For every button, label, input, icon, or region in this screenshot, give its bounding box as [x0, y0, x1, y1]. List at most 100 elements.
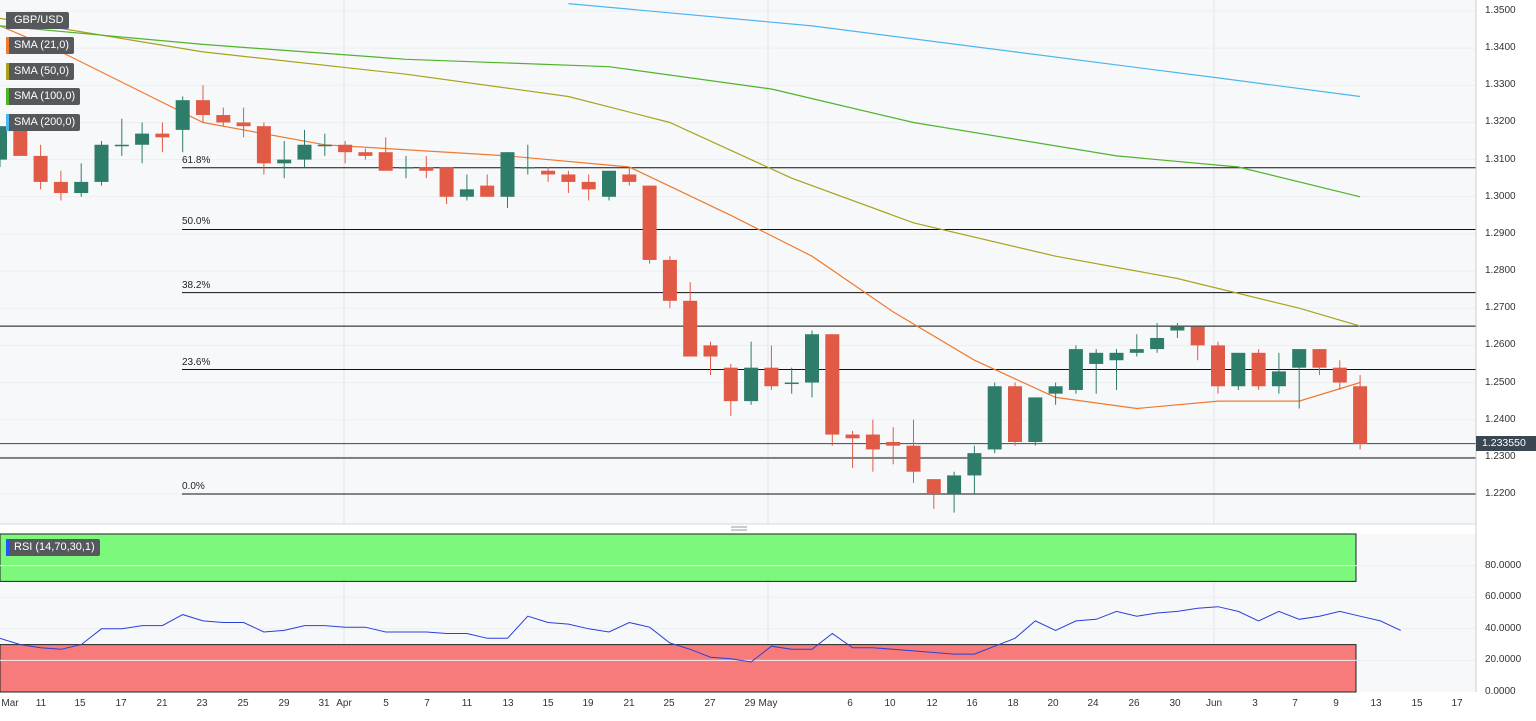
candle-bull [0, 126, 7, 160]
price-tick-label: 1.2600 [1485, 339, 1516, 351]
legend-sma-50[interactable]: SMA (50,0) [6, 63, 75, 80]
price-tick-label: 1.2700 [1485, 302, 1516, 314]
candle-bear [1190, 326, 1205, 346]
time-tick-label: 17 [1451, 698, 1463, 709]
time-tick-label: 24 [1087, 698, 1099, 709]
price-tick-label: 1.2300 [1485, 450, 1516, 462]
time-tick-label: 15 [1411, 698, 1423, 709]
time-tick-label: 10 [884, 698, 896, 709]
candle-bull [114, 144, 129, 147]
candle-bull [1129, 349, 1144, 353]
candle-bull [1231, 352, 1246, 387]
candle-bear [338, 144, 353, 153]
candle-bear [1008, 386, 1022, 442]
candle-bear [886, 441, 901, 446]
candle-bear [561, 174, 576, 182]
candles [0, 85, 1368, 513]
legend-sma-100-label: SMA (100,0) [14, 90, 76, 102]
time-tick-label: 7 [424, 698, 430, 709]
candle-bull [1170, 326, 1185, 331]
symbol-swatch [6, 12, 9, 29]
candle-bull [1048, 386, 1063, 394]
fib-level-label: 23.6% [182, 356, 211, 368]
time-tick-label: 5 [383, 698, 389, 709]
candle-bear [33, 155, 48, 182]
candle-bear [906, 445, 921, 472]
candle-bull [967, 453, 982, 476]
sma-100-swatch [6, 88, 9, 105]
legend-sma-21[interactable]: SMA (21,0) [6, 37, 75, 54]
candle-bull [744, 367, 759, 402]
candle-bear [865, 434, 880, 450]
price-tick-label: 1.2900 [1485, 227, 1516, 239]
candle-bear [358, 152, 373, 156]
candle-bear [439, 167, 454, 197]
candle-bull [805, 334, 819, 383]
time-tick-label: 21 [623, 698, 635, 709]
time-tick-label: 25 [237, 698, 249, 709]
fib-level-label: 61.8% [182, 154, 211, 166]
candle-bull [987, 386, 1002, 450]
time-tick-label: 3 [1252, 698, 1258, 709]
candle-bull [1109, 352, 1124, 361]
price-tick-label: 1.2800 [1485, 265, 1516, 277]
candle-bull [399, 167, 413, 169]
time-tick-label: 9 [1333, 698, 1339, 709]
legend-sma-50-label: SMA (50,0) [14, 65, 70, 77]
price-tick-label: 1.2500 [1485, 376, 1516, 388]
fib-level-label: 0.0% [182, 481, 205, 492]
time-tick-label: 16 [966, 698, 978, 709]
candle-bear [541, 170, 556, 175]
candle-bear [1312, 349, 1327, 368]
candle-bull [784, 382, 799, 385]
price-tick-label: 1.3100 [1485, 153, 1516, 165]
fib-level-label: 38.2% [182, 279, 211, 291]
price-tick-label: 1.3400 [1485, 42, 1516, 54]
time-tick-label: 13 [502, 698, 514, 709]
legend-sma-200-label: SMA (200,0) [14, 116, 76, 128]
price-tick-label: 1.2200 [1485, 488, 1516, 499]
price-tick-label: 1.3200 [1485, 116, 1516, 128]
candle-bear [825, 334, 840, 435]
sma-21-swatch [6, 37, 9, 54]
rsi-overbought-zone [0, 533, 1357, 582]
candle-bear [419, 167, 434, 171]
candle-bear [703, 345, 718, 357]
candle-bear [196, 100, 210, 116]
candle-bull [1150, 337, 1165, 350]
candle-bear [155, 133, 170, 138]
time-tick-label: 20 [1047, 698, 1059, 709]
candle-bull [520, 167, 535, 169]
candle-bear [926, 479, 941, 494]
time-tick-label: 26 [1128, 698, 1140, 709]
candle-bull [1028, 397, 1043, 442]
rsi-tick-label: 60.0000 [1485, 591, 1522, 603]
candle-bull [74, 181, 89, 194]
candle-bear [764, 367, 779, 387]
sma-line-500 [0, 17, 1361, 327]
price-tick-label: 1.3300 [1485, 79, 1516, 91]
rsi-tick-label: 0.0000 [1485, 686, 1516, 697]
candle-bull [459, 189, 474, 197]
candle-bull [1068, 349, 1083, 390]
rsi-tick-label: 40.0000 [1485, 622, 1522, 634]
time-tick-label: 19 [582, 698, 594, 709]
sma-50-swatch [6, 63, 9, 80]
candle-bear [642, 185, 657, 260]
rsi-oversold-zone [0, 644, 1357, 693]
panel-resize-handle[interactable] [731, 526, 747, 531]
candle-bear [13, 126, 28, 156]
candle-bear [378, 152, 393, 171]
time-tick-label: 25 [663, 698, 675, 709]
rsi-label[interactable]: RSI (14,70,30,1) [6, 539, 100, 556]
time-tick-label: 29 [278, 698, 290, 709]
candle-bull [135, 133, 150, 145]
symbol-label[interactable]: GBP/USD [6, 12, 69, 29]
time-tick-label: 27 [704, 698, 716, 709]
legend-sma-21-label: SMA (21,0) [14, 39, 70, 51]
candle-bear [1353, 386, 1368, 444]
legend-sma-200[interactable]: SMA (200,0) [6, 114, 81, 131]
candle-bear [581, 181, 596, 190]
legend-sma-100[interactable]: SMA (100,0) [6, 88, 81, 105]
